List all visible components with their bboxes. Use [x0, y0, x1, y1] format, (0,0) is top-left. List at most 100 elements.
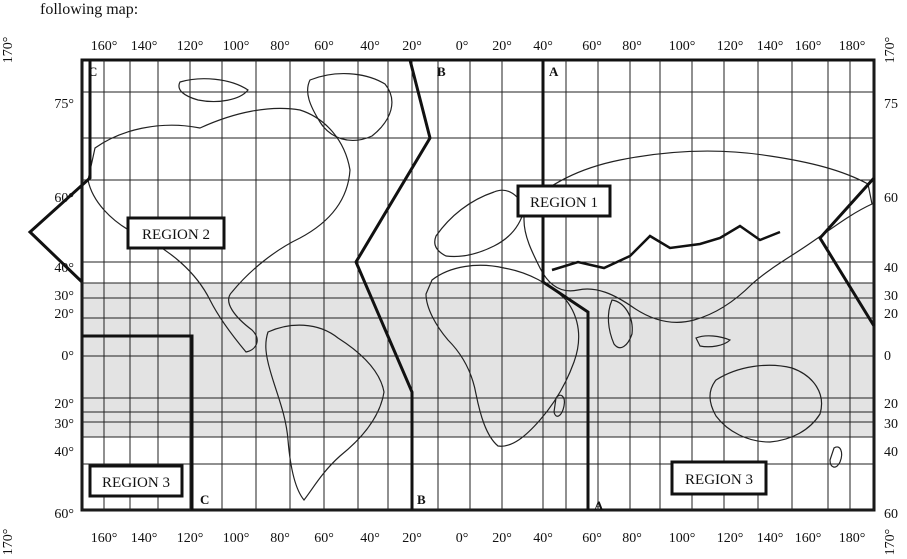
top-longitude-label: 170°: [883, 37, 898, 64]
top-longitude-label: 80°: [622, 39, 642, 54]
bottom-longitude-label: 40°: [360, 531, 380, 546]
left-latitude-label: 60°: [54, 191, 74, 206]
asia-outline: [523, 150, 873, 323]
left-latitude-label: 30°: [54, 289, 74, 304]
bottom-longitude-label: 160°: [795, 531, 822, 546]
top-longitude-label: 0°: [456, 39, 469, 54]
top-longitude-label: 20°: [492, 39, 512, 54]
top-longitude-label: 60°: [314, 39, 334, 54]
top-longitude-label: 140°: [757, 39, 784, 54]
bottom-longitude-label: 60°: [582, 531, 602, 546]
top-longitude-label: 160°: [91, 39, 118, 54]
letter-a-top: A: [549, 64, 559, 79]
letter-b-bottom: B: [417, 492, 426, 507]
svg-text:REGION 1: REGION 1: [530, 195, 598, 211]
top-longitude-label: 100°: [669, 39, 696, 54]
region-3-label-east: REGION 3: [670, 460, 768, 496]
region-3-label-west: REGION 3: [88, 464, 184, 498]
bottom-longitude-label: 180°: [839, 531, 866, 546]
right-latitude-label: 20: [884, 397, 898, 412]
line-a: [541, 60, 590, 510]
bottom-longitude-label: 120°: [717, 531, 744, 546]
bottom-longitude-label: 100°: [223, 531, 250, 546]
right-latitude-label: 60: [884, 191, 898, 206]
top-longitude-label: 160°: [795, 39, 822, 54]
top-longitude-label: 170°: [1, 37, 16, 64]
left-latitude-label: 40°: [54, 445, 74, 460]
top-longitude-label: 140°: [131, 39, 158, 54]
right-latitude-label: 30: [884, 417, 898, 432]
right-latitude-label: 0: [884, 349, 891, 364]
right-latitude-label: 30: [884, 289, 898, 304]
right-latitude-label: 40: [884, 445, 898, 460]
top-longitude-label: 60°: [582, 39, 602, 54]
left-latitude-label: 75°: [54, 97, 74, 112]
indian-peninsula-outline: [607, 299, 633, 349]
bottom-longitude-label: 0°: [456, 531, 469, 546]
bottom-longitude-label: 170°: [1, 529, 16, 556]
top-longitude-label: 80°: [270, 39, 290, 54]
top-longitude-label: 40°: [533, 39, 553, 54]
right-latitude-label: 40: [884, 261, 898, 276]
left-latitude-labels: 75° 60° 40° 30° 20° 0° 20° 30° 40° 60°: [54, 97, 74, 522]
boundary-region1-east: [818, 176, 876, 327]
left-latitude-label: 20°: [54, 307, 74, 322]
region3-box-west: [82, 334, 194, 510]
left-latitude-label: 60°: [54, 507, 74, 522]
line-c: [27, 60, 92, 284]
australia-outline: [709, 364, 823, 443]
north-america-outline: [87, 107, 351, 353]
bottom-longitude-labels: 170° 160° 140° 120° 100° 80° 60° 40° 20° 0° 20° 40°…: [1, 529, 898, 556]
letter-c-bottom: C: [200, 492, 209, 507]
letter-a-bottom: A: [594, 498, 604, 513]
new-zealand-outline: [829, 446, 843, 468]
greenland-outline: [307, 73, 393, 141]
top-longitude-label: 180°: [839, 39, 866, 54]
longitude-lines: [81, 60, 875, 510]
top-longitude-label: 120°: [717, 39, 744, 54]
top-longitude-label: 20°: [402, 39, 422, 54]
bottom-longitude-label: 60°: [314, 531, 334, 546]
africa-outline: [425, 264, 580, 447]
svg-text:REGION 3: REGION 3: [685, 472, 753, 488]
indonesia-outline: [695, 335, 732, 348]
bottom-longitude-label: 140°: [757, 531, 784, 546]
right-latitude-labels: 75 60 40 30 20 0 20 30 40 60: [884, 97, 898, 522]
top-longitude-label: 40°: [360, 39, 380, 54]
region-1-label: REGION 1: [516, 184, 612, 218]
svg-text:REGION 3: REGION 3: [102, 475, 170, 491]
left-latitude-label: 40°: [54, 261, 74, 276]
right-latitude-label: 20: [884, 307, 898, 322]
top-longitude-label: 100°: [223, 39, 250, 54]
bottom-longitude-label: 170°: [883, 529, 898, 556]
svg-text:REGION 2: REGION 2: [142, 227, 210, 243]
canadian-islands-outline: [178, 78, 249, 103]
top-longitude-label: 120°: [177, 39, 204, 54]
europe-outline: [434, 189, 525, 258]
right-latitude-label: 60: [884, 507, 898, 522]
top-longitude-labels: 170° 160° 140° 120° 100° 80° 60° 40° 20° 0° 20° 40°…: [1, 37, 898, 64]
south-america-outline: [265, 324, 385, 501]
bottom-longitude-label: 140°: [131, 531, 158, 546]
bottom-longitude-label: 80°: [622, 531, 642, 546]
bottom-longitude-label: 160°: [91, 531, 118, 546]
bottom-longitude-label: 100°: [669, 531, 696, 546]
bottom-longitude-label: 20°: [492, 531, 512, 546]
right-latitude-label: 75: [884, 97, 898, 112]
continent-outlines: [87, 73, 873, 501]
left-latitude-label: 30°: [54, 417, 74, 432]
left-latitude-label: 0°: [61, 349, 74, 364]
region-2-label: REGION 2: [126, 216, 226, 250]
bottom-longitude-label: 40°: [533, 531, 553, 546]
boundary-russia-china: [551, 224, 781, 272]
bottom-longitude-label: 20°: [402, 531, 422, 546]
intro-text: following map:: [40, 1, 138, 18]
madagascar-outline: [553, 394, 565, 417]
bottom-longitude-label: 120°: [177, 531, 204, 546]
letter-c-top: C: [88, 64, 97, 79]
region-boundaries: [27, 59, 876, 510]
letter-b-top: B: [437, 64, 446, 79]
tropics-band: [82, 283, 874, 437]
line-b: [354, 59, 432, 510]
